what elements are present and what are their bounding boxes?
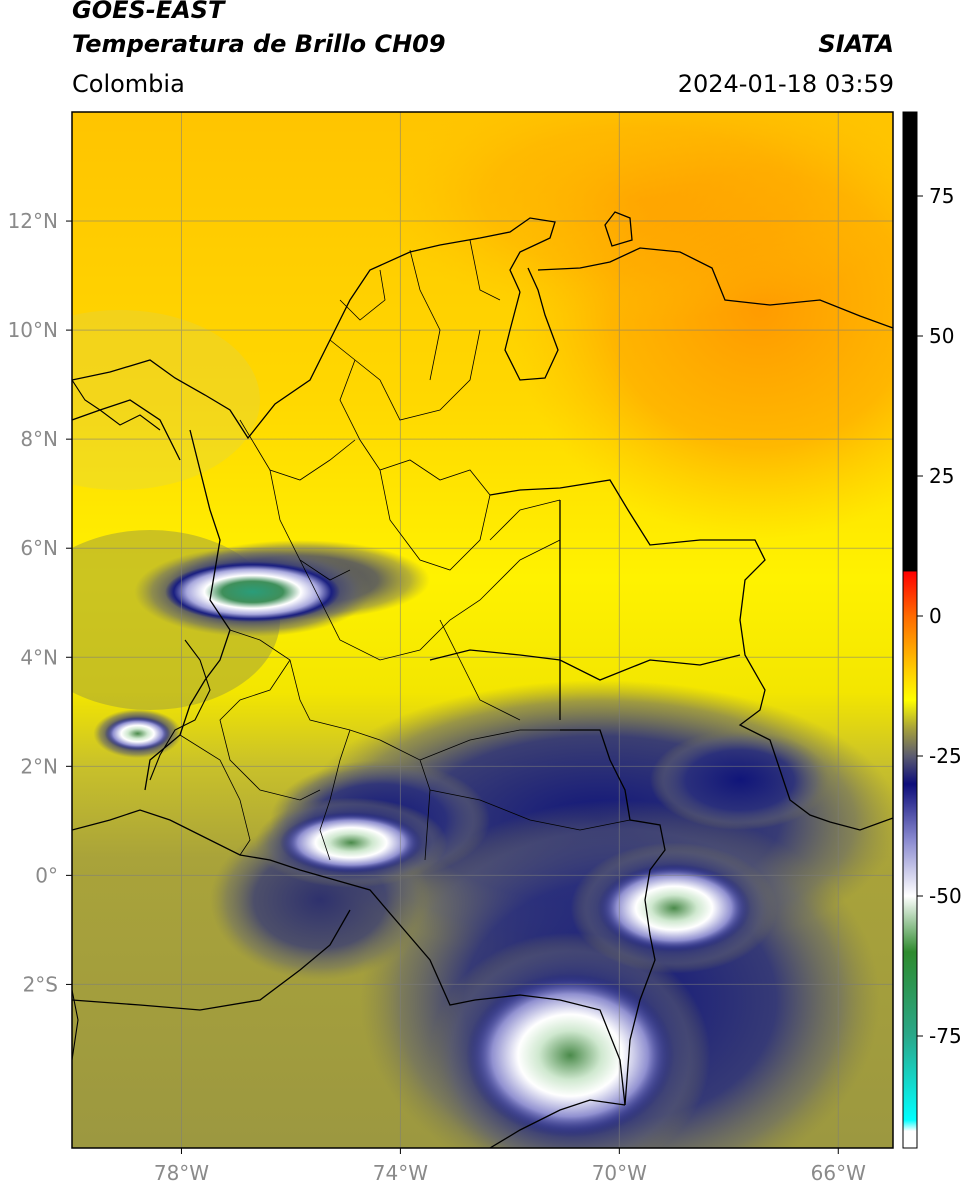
colorbar-tick-label: -25 <box>929 744 962 768</box>
lat-tick-label: 10°N <box>8 318 58 342</box>
cloud-system <box>466 973 675 1138</box>
lat-tick-label: 0° <box>35 863 58 887</box>
lat-tick-label: 2°N <box>20 754 58 778</box>
colorbar-tick-label: 75 <box>929 184 954 208</box>
lat-tick-label: 4°N <box>20 645 58 669</box>
latitude-ticks: 12°N 10°N 8°N 6°N 4°N 2°N 0° 2°S <box>8 209 72 996</box>
country-borders <box>72 211 893 1148</box>
lon-tick-label: 78°W <box>154 1161 209 1185</box>
lon-tick-label: 74°W <box>373 1161 428 1185</box>
colorbar-ticks: 75 50 25 0 -25 -50 -75 <box>917 184 962 1048</box>
cloud-systems <box>93 546 778 1148</box>
region-label: Colombia <box>72 70 185 98</box>
lon-tick-label: 66°W <box>811 1161 866 1185</box>
map-frame <box>71 111 894 1149</box>
agency-label: SIATA <box>818 30 894 58</box>
colorbar-tick-label: -50 <box>929 884 962 908</box>
map-imagery <box>72 112 893 1148</box>
colorbar-tick-label: -75 <box>929 1024 962 1048</box>
coastline <box>72 379 211 1061</box>
colorbar: 75 50 25 0 -25 -50 -75 <box>902 111 962 1149</box>
department-borders <box>179 239 631 861</box>
map-grid <box>72 112 893 1148</box>
lon-tick-label: 70°W <box>592 1161 647 1185</box>
colorbar-tick-label: 0 <box>929 604 942 628</box>
cloud-system <box>597 864 751 952</box>
lat-tick-label: 2°S <box>23 972 58 996</box>
cloud-system <box>165 561 341 622</box>
cloud-system <box>279 812 423 873</box>
colorbar-tick-label: 50 <box>929 324 954 348</box>
satellite-title: GOES-EAST <box>72 0 225 24</box>
colorbar-tick-label: 25 <box>929 464 954 488</box>
lat-tick-label: 6°N <box>20 536 58 560</box>
product-title: Temperatura de Brillo CH09 <box>72 30 446 58</box>
longitude-ticks: 78°W 74°W 70°W 66°W <box>154 1148 866 1185</box>
cloud-system <box>104 717 171 750</box>
timestamp-label: 2024-01-18 03:59 <box>677 70 894 98</box>
lat-tick-label: 8°N <box>20 427 58 451</box>
lat-tick-label: 12°N <box>8 209 58 233</box>
